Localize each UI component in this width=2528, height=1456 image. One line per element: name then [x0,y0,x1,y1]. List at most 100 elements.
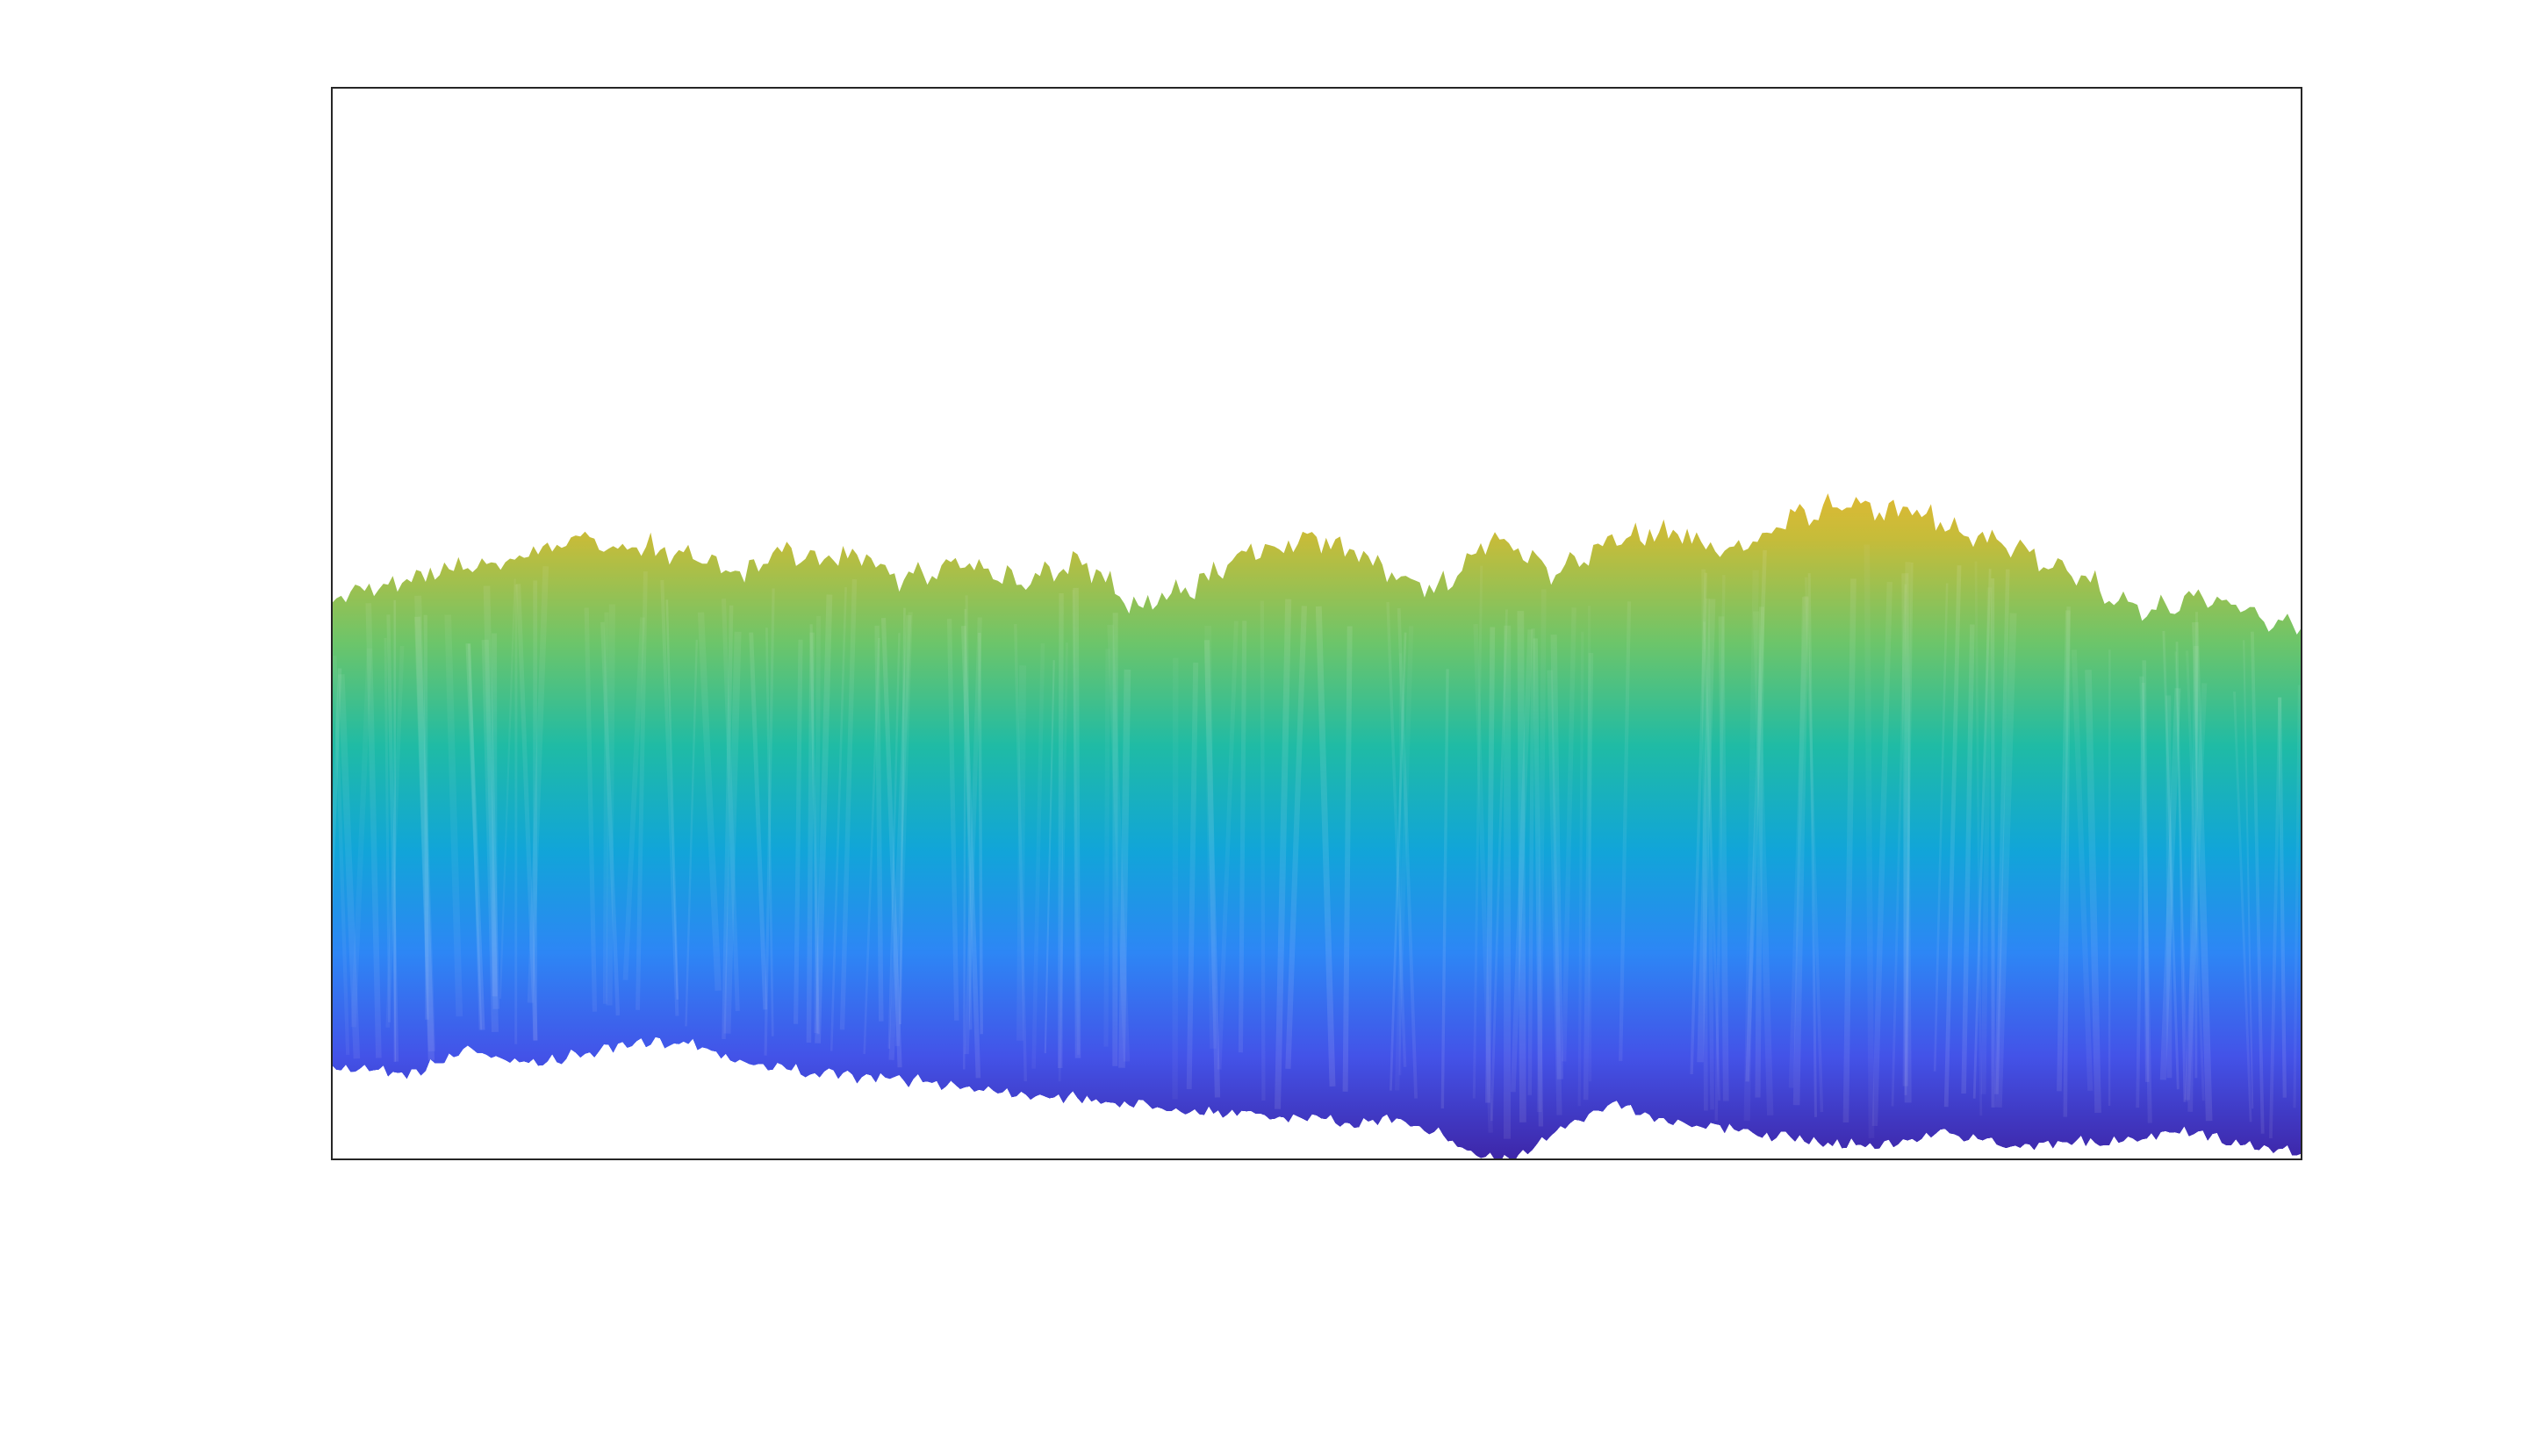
surface-streak [814,615,822,1034]
surface-streak [338,674,361,1059]
surface-streak [365,603,382,1058]
surface-streak [606,604,615,1006]
surface-streak [414,595,435,1052]
surface-streak [1275,599,1292,1109]
surface-streak [1547,670,1562,1115]
surface-streak [894,612,913,1047]
surface-streak [1386,601,1407,1067]
surface-streak [1933,583,1949,1072]
surface-streak [1583,652,1594,1101]
surface-streak [1342,626,1353,1092]
surface-streak [467,643,483,1030]
surface-streak [600,621,621,1016]
surface-streak [665,599,679,1000]
surface-streak [887,633,901,1049]
surface-slice-14 [332,998,2302,1159]
surface-streak [722,599,740,1012]
surface-streak [1974,561,1983,1116]
surface-streak [1891,584,1907,1107]
surface-streak [1792,597,1809,1106]
surface-streak [2243,640,2254,1109]
surface-streak [1755,606,1765,1098]
surface-streak [1398,653,1402,1076]
surface-streak [1577,631,1584,1107]
surface-streak [1743,570,1759,1121]
surface-streak [2162,630,2180,1090]
surface-streak [2184,683,2208,1101]
surface-streak [1864,544,1875,1138]
surface-streak [2063,606,2071,1117]
surface-streak [749,632,768,1010]
surface-streak [1315,606,1336,1087]
surface-streak [1536,589,1547,1113]
surface-streak [697,612,722,991]
surface-streak [1072,589,1081,1055]
surface-streak [1994,569,2010,1094]
surface-streak [2293,685,2301,1108]
surface-streak [960,626,981,1079]
surface-streak [1285,606,1307,1069]
surface-streak [1073,587,1081,1058]
surface-streak [1172,657,1179,1100]
surface-streak [964,617,982,1055]
surface-streak [2175,642,2187,1102]
surface-streak [764,588,775,1056]
surface-streak [1186,662,1199,1090]
surface-streak [1587,606,1592,1082]
surface-streak [1014,624,1027,1082]
surface-streak [2233,691,2252,1122]
surface-streak [602,612,609,1004]
surface-streak [1550,635,1563,1079]
surface-streak [1485,627,1496,1103]
surface-streak [1517,611,1526,1122]
surface-streak [1961,624,1975,1094]
surface-streak [1902,562,1911,1087]
surface-streak [1527,628,1535,1095]
surface-streak [1562,607,1576,1062]
surface-streak [963,608,966,1070]
surface-streak [806,632,815,1044]
surface-streak [809,624,820,1035]
surface-streak [1994,613,2017,1108]
surface-streak [1972,569,1992,1099]
surface-streak [1473,624,1493,1133]
surface-streak [888,614,912,1060]
surface-streak [1980,587,1993,1094]
surface-streak [946,619,959,1021]
surface-streak [2085,670,2101,1113]
surface-streak [1901,573,1912,1103]
surface-streak [723,631,742,1034]
surface-streak [2187,645,2199,1112]
surface-streak [1016,665,1027,1041]
surface-streak [492,633,498,997]
surface-streak [1238,620,1247,1053]
surface-streak [1440,669,1449,1109]
surface-streak [423,614,429,1020]
surface-streak [1203,640,1221,1098]
surface-streak [1703,621,1721,1101]
surface-streak [1260,600,1266,1101]
surface-streak [2278,697,2287,1098]
surface-streak [481,639,499,1033]
surface-streak [1619,601,1632,1061]
surface-streak [1807,573,1817,1117]
surface-streak [2165,695,2172,1079]
surface-streak [874,625,884,1022]
surface-streak [1058,642,1068,1082]
surface-streak [1107,624,1131,1062]
surface-streak [386,614,399,1062]
surface-streak [483,585,500,1009]
surface-streak [1788,595,1809,1088]
surface-streak [1745,549,1767,1082]
surface-streak [863,637,880,1055]
surface-streak [636,571,648,1010]
surface-streak [1533,638,1544,1127]
surface-layers [332,493,2302,1159]
surface-streak [1204,625,1217,1049]
surface-streak [1490,609,1508,1122]
axes-box [331,87,2302,1160]
surface-streak [1217,620,1239,1070]
surface-streak [1690,572,1708,1075]
